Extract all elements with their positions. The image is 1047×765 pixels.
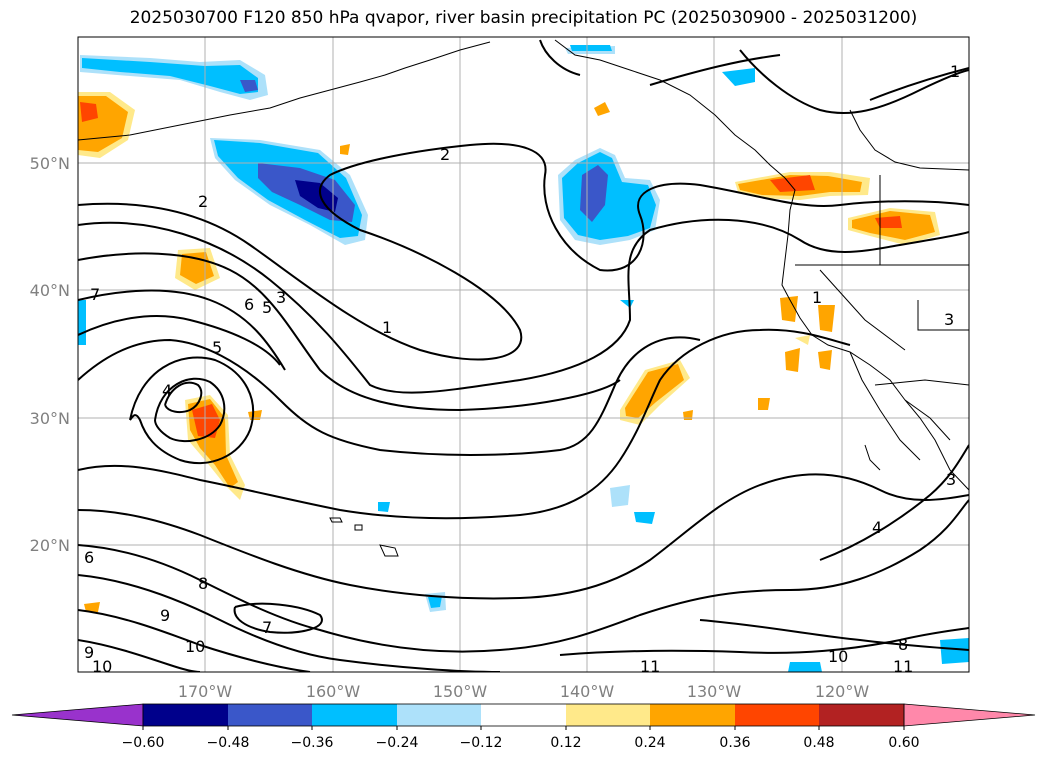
colorbar-tick-label: 0.36 bbox=[719, 735, 750, 751]
negative-shading bbox=[78, 45, 969, 672]
colorbar-tick-label: 0.60 bbox=[888, 735, 919, 751]
contour-label: 11 bbox=[640, 657, 660, 676]
contour-label: 11 bbox=[893, 657, 913, 676]
colorbar-segment bbox=[819, 704, 904, 726]
colorbar-outline bbox=[142, 703, 905, 727]
qvapor-contours bbox=[78, 39, 969, 672]
contour-label: 1 bbox=[950, 62, 960, 81]
colorbar-tick-label: −0.12 bbox=[460, 735, 503, 751]
contour-label: 2 bbox=[198, 192, 208, 211]
contour-label: 1 bbox=[812, 288, 822, 307]
lon-label: 130°W bbox=[687, 682, 742, 701]
colorbar-tick-label: −0.48 bbox=[207, 735, 250, 751]
colorbar-tick-label: 0.24 bbox=[634, 735, 665, 751]
contour-label: 10 bbox=[185, 637, 205, 656]
contour-label: 6 bbox=[84, 548, 94, 567]
contour-label: 6 bbox=[244, 295, 254, 314]
contour-label: 7 bbox=[90, 285, 100, 304]
lon-label: 170°W bbox=[178, 682, 233, 701]
colorbar-tick-label: −0.24 bbox=[376, 735, 419, 751]
colorbar-extend-max bbox=[903, 703, 1036, 727]
contour-label: 10 bbox=[92, 657, 112, 676]
contour-label: 8 bbox=[198, 574, 208, 593]
colorbar-segment bbox=[481, 704, 566, 726]
colorbar-tick-label: −0.60 bbox=[122, 735, 165, 751]
lon-axis: 170°W 160°W 150°W 140°W 130°W 120°W bbox=[178, 682, 870, 701]
colorbar-segment bbox=[735, 704, 819, 726]
colorbar-tick-label: −0.36 bbox=[291, 735, 334, 751]
contour-label: 2 bbox=[440, 145, 450, 164]
lat-label: 50°N bbox=[30, 154, 70, 173]
colorbar-segment bbox=[228, 704, 312, 726]
contour-label: 4 bbox=[872, 518, 882, 537]
contour-label-group: 1 2 2 7 6 5 3 1 5 4 6 8 9 7 10 9 10 11 3… bbox=[84, 62, 960, 676]
lon-label: 140°W bbox=[560, 682, 615, 701]
contour-label: 5 bbox=[212, 338, 222, 357]
map-frame bbox=[77, 36, 970, 673]
contour-label: 3 bbox=[276, 288, 286, 307]
contour-label: 1 bbox=[382, 318, 392, 337]
colorbar-tick-label: 0.48 bbox=[803, 735, 834, 751]
contour-label: 7 bbox=[262, 618, 272, 637]
contour-label: 10 bbox=[828, 647, 848, 666]
colorbar-segment bbox=[566, 704, 650, 726]
lon-label: 160°W bbox=[306, 682, 361, 701]
colorbar-segment bbox=[650, 704, 735, 726]
colorbar-segment bbox=[312, 704, 397, 726]
colorbar: −0.60 −0.48 −0.36 −0.24 −0.12 0.12 0.24 … bbox=[11, 703, 1036, 751]
contour-label: 3 bbox=[946, 470, 956, 489]
lat-label: 20°N bbox=[30, 536, 70, 555]
colorbar-tick-label: 0.12 bbox=[550, 735, 581, 751]
map-title: 2025030700 F120 850 hPa qvapor, river ba… bbox=[129, 8, 918, 28]
map-panel: 1 2 2 7 6 5 3 1 5 4 6 8 9 7 10 9 10 11 3… bbox=[78, 37, 969, 676]
colorbar-extend-min bbox=[11, 703, 144, 727]
lat-label: 30°N bbox=[30, 409, 70, 428]
lat-axis: 50°N 40°N 30°N 20°N bbox=[30, 154, 70, 555]
contour-label: 3 bbox=[944, 310, 954, 329]
lon-label: 150°W bbox=[433, 682, 488, 701]
lon-label: 120°W bbox=[815, 682, 870, 701]
contour-label: 8 bbox=[898, 635, 908, 654]
colorbar-segment bbox=[143, 704, 228, 726]
contour-label: 4 bbox=[162, 381, 172, 400]
colorbar-segment bbox=[397, 704, 481, 726]
contour-label: 9 bbox=[160, 606, 170, 625]
coastlines bbox=[78, 39, 969, 557]
contour-label: 5 bbox=[262, 298, 272, 317]
lat-label: 40°N bbox=[30, 281, 70, 300]
contour-label: 9 bbox=[84, 643, 94, 662]
gridlines bbox=[78, 37, 969, 672]
